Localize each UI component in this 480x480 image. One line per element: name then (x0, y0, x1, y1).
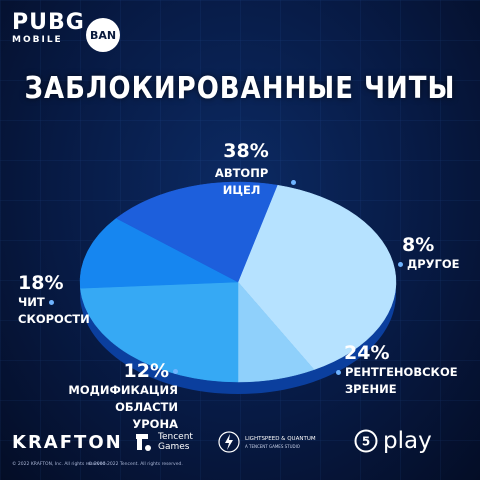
pubg-logo-text: PUBG (12, 10, 85, 35)
label-dot (48, 300, 54, 305)
slice-value-damage-wrap: 12% (66, 360, 178, 382)
slice-xray (80, 281, 239, 383)
slice-aimbot (237, 184, 397, 370)
slice-label-xray-2: ЗРЕНИЕ (345, 382, 397, 396)
slice-label-other: ДРУГОЕ (407, 257, 460, 271)
slice-speed (115, 181, 278, 283)
svg-text:5: 5 (362, 435, 370, 449)
lightning-icon (218, 431, 240, 453)
slice-label-speed-2: СКОРОСТИ (18, 312, 90, 326)
label-dot (398, 262, 403, 267)
tencent-games-logo: Tencent Games (132, 430, 193, 454)
slice-label-other-wrap: ДРУГОЕ (398, 256, 460, 273)
lightspeed-line1: LIGHTSPEED & QUANTUM (245, 435, 316, 442)
slice-label-speed-1: ЧИТ (18, 295, 45, 309)
slice-label-damage-2: ОБЛАСТИ УРОНА (115, 400, 178, 431)
slice-value-other: 8% (402, 234, 435, 256)
label-other: 8% ДРУГОЕ (398, 234, 460, 273)
pubg-mobile-logo: PUBG MOBILE (12, 12, 85, 45)
slice-label-damage-1: МОДИФИКАЦИЯ (68, 383, 178, 397)
lightspeed-line2: A TENCENT GAMES STUDIO (245, 443, 300, 449)
play-text: play (383, 428, 432, 454)
krafton-logo: KRAFTON (12, 432, 123, 453)
label-dot (336, 370, 341, 375)
slice-label-speed-wrap: ЧИТ (18, 294, 90, 311)
label-aimbot: 38% АВТОПР ИЦЕЛ (196, 140, 296, 199)
tencent-line2: Games (158, 442, 190, 452)
krafton-copyright: © 2022 KRAFTON, Inc. All rights reserved… (12, 462, 107, 467)
slice-damage (79, 217, 239, 289)
label-damage: 12% МОДИФИКАЦИЯ ОБЛАСТИ УРОНА (66, 360, 178, 433)
lightspeed-logo: LIGHTSPEED & QUANTUM A TENCENT GAMES STU… (218, 430, 316, 454)
slice-value-speed: 18% (18, 272, 64, 294)
slice-label-aimbot-wrap: АВТОПР ИЦЕЛ (196, 165, 296, 199)
tencent-text: Tencent Games (158, 432, 193, 452)
slice-label-aimbot: АВТОПР ИЦЕЛ (214, 166, 269, 197)
slice-value-aimbot: 38% (223, 140, 269, 162)
play-icon: 5 (354, 429, 378, 453)
tencent-line1: Tencent (158, 432, 193, 442)
lightspeed-text: LIGHTSPEED & QUANTUM A TENCENT GAMES STU… (245, 436, 316, 449)
5play-logo: 5 play (354, 428, 432, 454)
label-speed: 18% ЧИТ СКОРОСТИ (18, 272, 90, 328)
tencent-copyright: © 2000-2022 Tencent. All rights reserved… (88, 462, 183, 467)
slice-value-xray: 24% (344, 342, 390, 364)
ban-badge: BAN (86, 18, 120, 52)
mobile-logo-text: MOBILE (12, 35, 63, 45)
slice-label-xray-wrap: РЕНТГЕНОВСКОЕ (336, 364, 458, 381)
slice-label-xray-1: РЕНТГЕНОВСКОЕ (345, 365, 458, 379)
tencent-icon (136, 434, 151, 451)
chart-title: ЗАБЛОКИРОВАННЫЕ ЧИТЫ (24, 71, 456, 107)
slice-value-damage: 12% (123, 360, 169, 382)
label-xray: 24% РЕНТГЕНОВСКОЕ ЗРЕНИЕ (336, 342, 458, 398)
label-dot (173, 368, 178, 374)
label-dot (291, 179, 296, 185)
